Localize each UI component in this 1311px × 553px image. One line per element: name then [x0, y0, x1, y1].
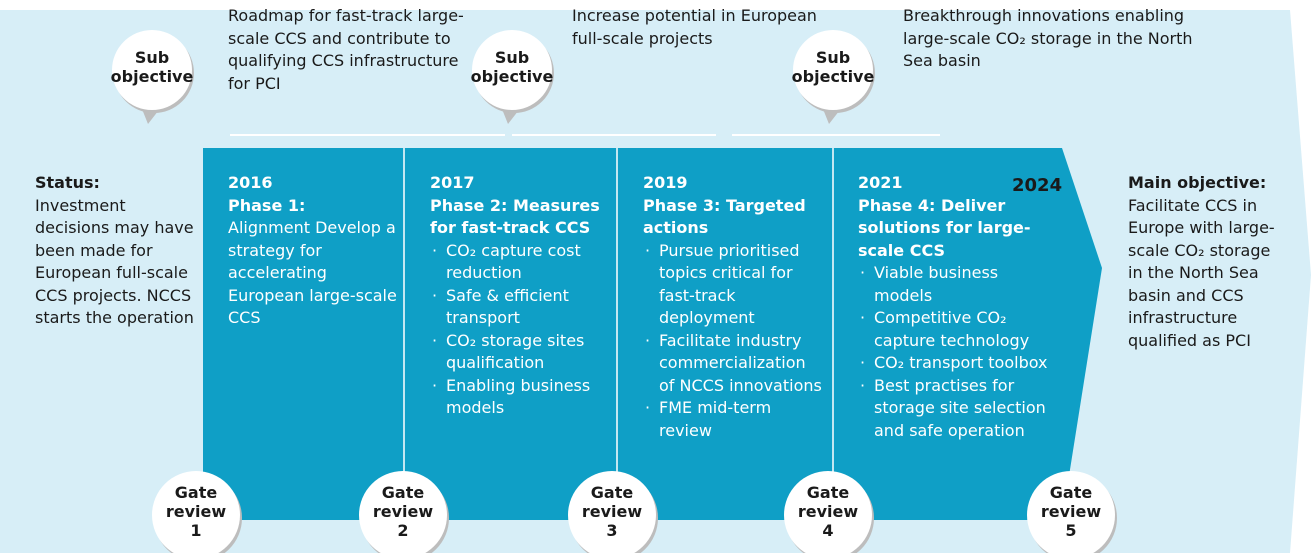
phase-text: Alignment Develop a strategy for acceler…	[228, 218, 397, 327]
bubble	[152, 471, 240, 553]
status-title: Status:	[35, 173, 100, 192]
status-text: Investment decisions may have been made …	[35, 195, 194, 328]
gate-label: Gate review	[165, 483, 227, 521]
bubble	[359, 471, 447, 553]
phase-item: CO₂ transport toolbox	[858, 352, 1058, 375]
phase-item: Safe & efficient transport	[430, 285, 610, 330]
phase-year: 2021	[858, 173, 903, 192]
sub-objective-badge: Sub objective	[791, 48, 875, 86]
phase-items: Viable business modelsCompetitive CO₂ ca…	[858, 262, 1058, 442]
phase-items: CO₂ capture cost reductionSafe & efficie…	[430, 240, 610, 420]
phase-item: Pursue prioritised topics critical for f…	[643, 240, 823, 330]
phase: 2017 Phase 2: Measures for fast-track CCS…	[430, 172, 610, 420]
end-year: 2024	[1012, 175, 1063, 196]
phase-item: Viable business models	[858, 262, 1058, 307]
phase-items: Pursue prioritised topics critical for f…	[643, 240, 823, 443]
phase-item: Enabling business models	[430, 375, 610, 420]
bubble	[1027, 471, 1115, 553]
phase-title: Phase 1:	[228, 195, 306, 215]
gate-number: 5	[1065, 521, 1077, 540]
sub-objective-badge: Sub objective	[110, 48, 194, 86]
phase-year: 2016	[228, 173, 273, 192]
gate-number: 4	[822, 521, 834, 540]
phase-year: 2019	[643, 173, 688, 192]
gate-label: Gate review	[581, 483, 643, 521]
phase: 2016 Phase 1: Alignment Develop a strategy…	[228, 172, 398, 330]
main-objective-title: Main objective:	[1128, 173, 1267, 192]
sub-objective-text: Roadmap for fast-track large-scale CCS a…	[228, 6, 464, 93]
phase: 2019 Phase 3: Targeted actionsPursue prio…	[643, 172, 823, 442]
phase-item: Best practises for storage site selectio…	[858, 375, 1058, 443]
sub-objective-text: Breakthrough innovations enabling large-…	[903, 6, 1193, 70]
gate-label: Gate review	[797, 483, 859, 521]
phase-item: Facilitate industry commercialization of…	[643, 330, 823, 398]
phase-item: Competitive CO₂ capture technology	[858, 307, 1058, 352]
main-objective: Main objective: Facilitate CCS in Europe…	[1128, 172, 1278, 352]
status: Status: Investment decisions may have be…	[35, 172, 195, 330]
gate-number: 2	[397, 521, 409, 540]
bubble	[472, 30, 552, 110]
bubble	[112, 30, 192, 110]
bubble	[784, 471, 872, 553]
main-objective-text: Facilitate CCS in Europe with large-scal…	[1128, 195, 1275, 350]
phase: 2021 Phase 4: Deliver solutions for large…	[858, 172, 1058, 442]
gate-label: Gate review	[1040, 483, 1102, 521]
gate-number: 1	[190, 521, 202, 540]
phase-item: FME mid-term review	[643, 397, 823, 442]
bubble	[793, 30, 873, 110]
bubble	[568, 471, 656, 553]
phase-title: Phase 4: Deliver solutions for large-sca…	[858, 195, 1031, 260]
gate-label: Gate review	[372, 483, 434, 521]
phase-item: CO₂ capture cost reduction	[430, 240, 610, 285]
gate-number: 3	[606, 521, 618, 540]
sub-objective-text: Increase potential in European full-scal…	[572, 6, 817, 48]
phase-title: Phase 3: Targeted actions	[643, 195, 806, 238]
phase-item: CO₂ storage sites qualification	[430, 330, 610, 375]
sub-objective-badge: Sub objective	[470, 48, 554, 86]
phase-year: 2017	[430, 173, 475, 192]
phase-title: Phase 2: Measures for fast-track CCS	[430, 195, 600, 238]
